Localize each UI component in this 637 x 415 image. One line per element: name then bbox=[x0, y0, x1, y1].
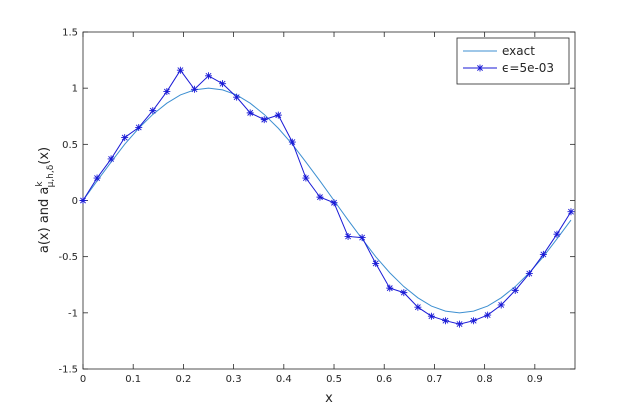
data-point bbox=[497, 301, 505, 309]
data-point bbox=[190, 85, 198, 93]
data-point bbox=[372, 259, 380, 267]
legend-label: exact bbox=[502, 44, 535, 58]
y-axis-label: a(x) and akμ,h,δ(x) bbox=[35, 147, 56, 253]
data-point bbox=[79, 197, 87, 204]
x-tick-label: 0.8 bbox=[477, 374, 493, 385]
y-label-main: a(x) and a bbox=[37, 187, 52, 254]
x-tick-label: 0.9 bbox=[527, 374, 543, 385]
data-point bbox=[219, 80, 227, 88]
y-tick-label: -1.5 bbox=[58, 365, 78, 376]
data-point bbox=[456, 320, 464, 328]
data-point bbox=[149, 107, 157, 115]
x-tick-label: 0.4 bbox=[276, 374, 292, 385]
data-point bbox=[344, 232, 352, 240]
y-tick-label: 1.5 bbox=[62, 28, 78, 39]
data-point bbox=[427, 312, 435, 320]
x-tick-label: 0.2 bbox=[175, 374, 191, 385]
legend-label: ϵ=5e-03 bbox=[502, 61, 554, 75]
data-point bbox=[163, 88, 171, 96]
data-point bbox=[511, 286, 519, 294]
x-tick-label: 0.5 bbox=[326, 374, 342, 385]
data-point bbox=[567, 208, 575, 216]
data-point bbox=[316, 193, 324, 201]
legend-box bbox=[456, 37, 570, 85]
data-point bbox=[358, 234, 366, 242]
x-tick-label: 0 bbox=[80, 374, 86, 385]
y-tick-label: -1 bbox=[68, 308, 78, 319]
y-tick-label: 0.5 bbox=[62, 140, 78, 151]
data-point bbox=[121, 134, 129, 142]
y-label-end: (x) bbox=[37, 147, 52, 165]
x-tick-label: 0.7 bbox=[426, 374, 442, 385]
data-point bbox=[441, 317, 449, 325]
x-tick-label: 0.1 bbox=[125, 374, 141, 385]
legend-marker bbox=[476, 64, 484, 72]
y-tick-label: 1 bbox=[72, 84, 78, 95]
data-point bbox=[330, 199, 338, 207]
y-label-sub: μ,h,δ bbox=[46, 164, 56, 187]
data-point bbox=[539, 250, 547, 258]
x-tick-label: 0.6 bbox=[376, 374, 392, 385]
data-point bbox=[302, 174, 310, 182]
data-point bbox=[525, 270, 533, 278]
data-point bbox=[274, 111, 282, 119]
series-line bbox=[82, 87, 572, 314]
data-point bbox=[176, 66, 184, 74]
data-point bbox=[484, 311, 492, 319]
data-point bbox=[107, 155, 115, 163]
y-label-sup: k bbox=[35, 181, 45, 187]
data-point bbox=[246, 109, 254, 117]
data-point bbox=[233, 93, 241, 101]
data-point bbox=[470, 317, 478, 325]
x-axis-label: x bbox=[325, 391, 333, 406]
data-point bbox=[553, 230, 561, 238]
data-point bbox=[400, 289, 408, 297]
data-point bbox=[205, 72, 213, 80]
y-tick-label: -0.5 bbox=[58, 252, 78, 263]
y-tick-label: 0 bbox=[72, 196, 78, 207]
data-point bbox=[135, 123, 143, 131]
data-point bbox=[414, 303, 422, 311]
data-point bbox=[288, 138, 296, 146]
data-point bbox=[386, 284, 394, 292]
data-point bbox=[93, 174, 101, 182]
x-tick-label: 0.3 bbox=[226, 374, 242, 385]
data-point bbox=[260, 116, 268, 124]
